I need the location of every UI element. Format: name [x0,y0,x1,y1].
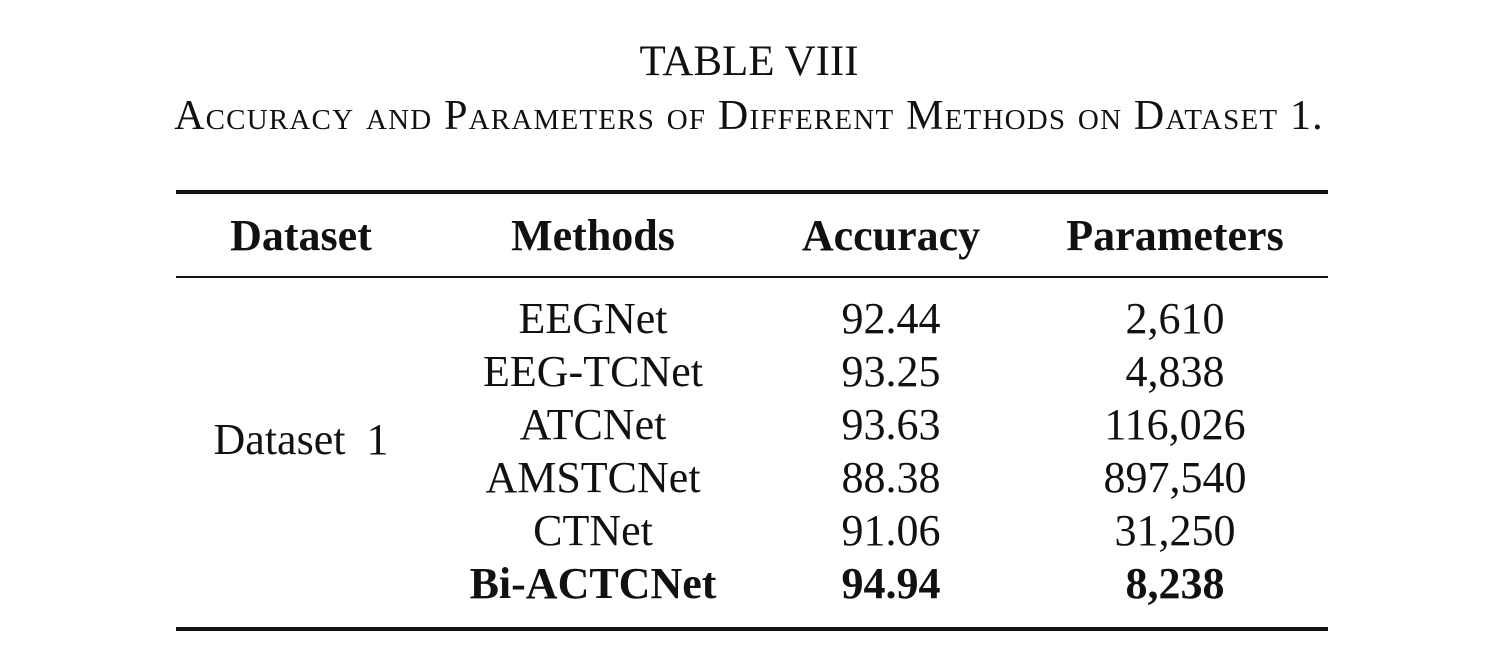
method-cell: CTNet [533,506,653,555]
dataset-cell: Dataset 1 [213,415,389,464]
header-parameters: Parameters [1066,211,1284,260]
parameters-cell: 116,026 [1104,400,1246,449]
method-cell: EEG-TCNet [483,347,703,396]
accuracy-cell: 94.94 [841,559,941,608]
accuracy-cell: 88.38 [841,453,941,502]
header-accuracy: Accuracy [801,211,981,260]
table-number: TABLE VIII [639,38,859,85]
top-rule [176,190,1328,194]
parameters-cell: 2,610 [1125,294,1225,343]
header-dataset: Dataset [230,211,372,260]
parameters-cell: 4,838 [1125,347,1225,396]
method-cell: AMSTCNet [485,453,701,502]
method-cell: EEGNet [518,294,668,343]
parameters-cell: 897,540 [1103,453,1247,502]
table-caption: Accuracy and Parameters of Different Met… [174,93,1324,139]
accuracy-cell: 91.06 [841,506,941,555]
bottom-rule [176,627,1328,631]
header-methods: Methods [511,211,675,260]
method-cell: ATCNet [519,400,667,449]
accuracy-cell: 93.25 [841,347,941,396]
accuracy-cell: 93.63 [841,400,941,449]
header-rule [176,276,1328,278]
method-cell: Bi-ACTCNet [469,559,717,608]
parameters-cell: 8,238 [1125,559,1225,608]
parameters-cell: 31,250 [1114,506,1236,555]
accuracy-cell: 92.44 [841,294,941,343]
